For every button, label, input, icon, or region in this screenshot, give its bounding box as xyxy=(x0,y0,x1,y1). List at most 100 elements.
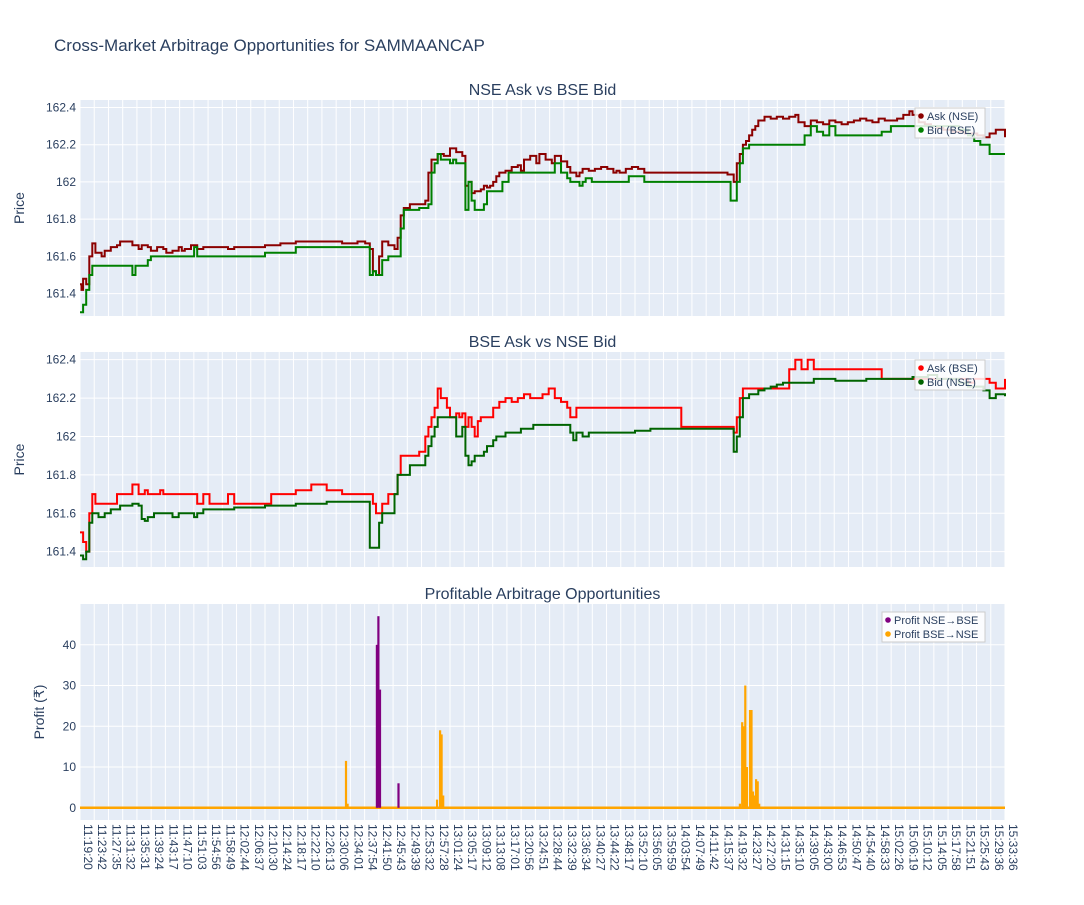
profit-bar xyxy=(741,722,744,808)
x-tick-label: 13:20:56 xyxy=(522,824,536,871)
y-tick-label: 162.2 xyxy=(46,391,76,405)
x-tick-label: 11:19:20 xyxy=(81,824,95,870)
x-tick-label: 13:56:05 xyxy=(650,824,664,871)
x-tick-label: 12:22:10 xyxy=(309,824,323,871)
x-tick-label: 15:02:26 xyxy=(892,824,906,871)
x-tick-label: 14:27:20 xyxy=(764,824,778,871)
x-tick-label: 14:39:05 xyxy=(807,824,821,871)
profit-bar xyxy=(397,783,400,808)
x-tick-label: 12:02:44 xyxy=(238,824,252,871)
x-tick-label: 11:23:42 xyxy=(95,824,109,870)
legend-marker xyxy=(918,127,924,133)
x-tick-label: 14:35:10 xyxy=(793,824,807,871)
y-tick-label: 161.4 xyxy=(46,545,76,559)
x-tick-label: 14:43:00 xyxy=(821,824,835,871)
profit-bar xyxy=(738,803,741,808)
x-tick-label: 14:50:47 xyxy=(849,824,863,871)
x-tick-label: 12:41:50 xyxy=(380,824,394,871)
x-tick-label: 15:33:36 xyxy=(1006,824,1020,871)
x-tick-label: 12:10:30 xyxy=(266,824,280,871)
x-tick-label: 12:45:43 xyxy=(394,824,408,871)
y-tick-label: 20 xyxy=(63,719,77,733)
y-tick-label: 161.6 xyxy=(46,506,76,520)
x-tick-label: 14:11:42 xyxy=(707,824,721,870)
x-tick-label: 14:58:33 xyxy=(878,824,892,871)
profit-bar xyxy=(435,799,439,808)
x-tick-label: 14:03:54 xyxy=(679,824,693,871)
x-tick-label: 13:59:59 xyxy=(664,824,678,871)
plot-area-1 xyxy=(80,352,1005,567)
x-tick-label: 13:52:10 xyxy=(636,824,650,871)
y-tick-label: 161.6 xyxy=(46,249,76,263)
x-tick-label: 15:14:05 xyxy=(935,824,949,871)
x-tick-label: 13:01:24 xyxy=(451,824,465,871)
y-tick-label: 10 xyxy=(63,760,77,774)
legend-label: Bid (NSE) xyxy=(927,377,976,389)
legend-marker xyxy=(918,365,924,371)
profit-bar xyxy=(442,795,445,808)
profit-bar xyxy=(751,791,755,808)
y-tick-label: 161.4 xyxy=(46,287,76,301)
x-tick-label: 12:37:54 xyxy=(366,824,380,871)
x-tick-label: 13:17:01 xyxy=(508,824,522,871)
x-tick-label: 15:10:12 xyxy=(921,824,935,871)
y-tick-label: 162 xyxy=(56,175,76,189)
x-tick-label: 14:23:27 xyxy=(750,824,764,871)
legend-box xyxy=(881,611,986,643)
y-axis-label: Price xyxy=(11,443,27,475)
chart-main-title: Cross-Market Arbitrage Opportunities for… xyxy=(54,36,485,55)
profit-bar xyxy=(378,689,382,808)
profit-bar xyxy=(742,726,745,808)
x-tick-label: 13:28:44 xyxy=(551,824,565,871)
x-tick-label: 14:31:15 xyxy=(778,824,792,871)
x-tick-label: 11:54:56 xyxy=(209,824,223,870)
x-tick-label: 11:27:35 xyxy=(109,824,123,870)
legend-label: Bid (BSE) xyxy=(927,125,975,137)
plot-area-2 xyxy=(80,604,1005,820)
y-tick-label: 0 xyxy=(69,801,76,815)
legend-label: Ask (NSE) xyxy=(927,111,978,123)
y-tick-label: 162.4 xyxy=(46,100,76,114)
y-axis-label: Price xyxy=(11,192,27,224)
x-tick-label: 13:44:22 xyxy=(608,824,622,871)
x-tick-label: 11:51:03 xyxy=(195,824,209,870)
x-tick-label: 13:36:34 xyxy=(579,824,593,871)
y-tick-label: 162 xyxy=(56,429,76,443)
x-tick-label: 13:32:39 xyxy=(565,824,579,871)
profit-bar xyxy=(744,685,747,808)
profit-bar xyxy=(755,779,758,808)
x-tick-label: 12:30:06 xyxy=(337,824,351,871)
legend-marker xyxy=(918,113,924,119)
legend-label: Profit NSE→BSE xyxy=(894,615,978,627)
x-tick-label: 13:09:12 xyxy=(479,824,493,871)
x-tick-label: 12:53:32 xyxy=(423,824,437,871)
profit-bar xyxy=(758,803,761,808)
profit-bar xyxy=(748,710,752,808)
x-tick-label: 11:47:10 xyxy=(181,824,195,870)
x-tick-label: 14:46:53 xyxy=(835,824,849,871)
legend-label: Profit BSE→NSE xyxy=(894,629,978,641)
x-tick-label: 14:54:40 xyxy=(864,824,878,871)
x-tick-label: 15:21:51 xyxy=(963,824,977,871)
legend-marker xyxy=(885,617,891,623)
y-tick-label: 161.8 xyxy=(46,468,76,482)
x-tick-label: 12:57:28 xyxy=(437,824,451,871)
x-tick-label: 12:14:24 xyxy=(280,824,294,871)
x-tick-label: 12:34:01 xyxy=(351,824,365,871)
y-tick-label: 40 xyxy=(63,638,77,652)
x-tick-label: 12:26:13 xyxy=(323,824,337,871)
y-tick-label: 30 xyxy=(63,679,77,693)
series-line-0-1 xyxy=(80,125,1005,314)
legend-marker xyxy=(885,631,891,637)
x-tick-label: 15:17:58 xyxy=(949,824,963,871)
x-tick-label: 11:39:24 xyxy=(152,824,166,870)
x-tick-label: 11:58:49 xyxy=(223,824,237,870)
x-tick-label: 15:25:43 xyxy=(978,824,992,871)
x-tick-label: 13:40:27 xyxy=(593,824,607,871)
y-tick-label: 161.8 xyxy=(46,212,76,226)
y-tick-label: 162.2 xyxy=(46,138,76,152)
profit-bar xyxy=(756,781,759,808)
plot-area-0 xyxy=(80,100,1005,316)
panel-title: NSE Ask vs BSE Bid xyxy=(469,82,617,99)
